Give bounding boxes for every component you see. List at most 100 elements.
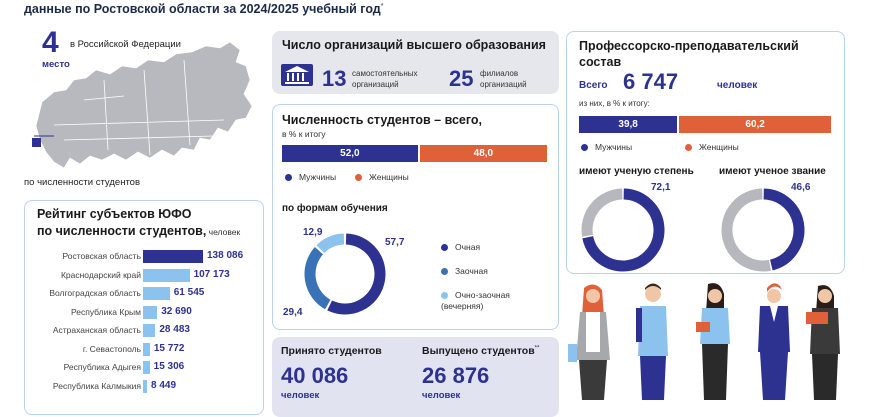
page-title: данные по Ростовской области за 2024/202… [24,2,384,16]
staff-panel: Профессорско-преподавательский состав Вс… [566,31,845,274]
staff-total-label: Всего [579,80,608,91]
rating-bar [143,324,156,337]
rating-bar [143,361,150,374]
student-figure-4-icon [758,283,790,400]
rating-bar [143,342,150,356]
degree-rest-slice [581,188,623,237]
rating-panel: Рейтинг субъектов ЮФО по численности сту… [24,200,264,415]
rating-region-label: Республика Крым [70,306,141,317]
rating-value: 138 086 [207,250,244,261]
rating-row: г. Севастополь 15 772 [25,342,265,358]
rating-value: 107 173 [193,268,230,280]
rating-value: 61 545 [173,287,205,298]
rating-bar [143,268,190,282]
rating-value: 15 306 [153,361,185,372]
forms-slice-1 [304,246,331,310]
students-legend-men: Мужчины [285,172,336,182]
rating-value: 15 772 [153,342,185,354]
academic-rank-rest-slice [721,188,771,272]
degree-title: имеют ученую степень [579,166,694,177]
rating-title-line1: Рейтинг субъектов ЮФО [37,207,192,221]
staff-legend-women: Женщины [685,142,739,152]
student-figure-5-icon [806,285,840,400]
students-group-illustration [568,283,840,400]
degree-value-slice [582,188,665,272]
admitted-value: 40 086 [281,363,349,388]
rank-caption: по численности студентов [24,177,141,188]
independent-label: самостоятельных организаций [352,69,418,89]
admitted-label: Принято студентов [281,345,382,357]
rating-chart: Ростовская область 138 086 Краснодарский к… [25,249,265,409]
degree-value-label: 72,1 [651,182,671,193]
rating-region-label: Краснодарский край [60,269,141,280]
staff-gender-bar: 39,8 60,2 [579,116,831,133]
graduated-unit: человек [422,390,461,401]
staff-gender-segment-0: 39,8 [579,116,678,133]
russia-map-icon [32,41,253,169]
rank-label-place: место [42,59,70,70]
branches-count: 25 [449,66,474,91]
forms-slice-2 [316,233,345,254]
rating-region-label: Астраханская область [52,325,141,335]
rating-region-label: Республика Адыгея [63,362,141,372]
staff-sub-label: из них, в % к итогу: [579,99,650,108]
rating-title-line2: по численности студентов, человек [37,224,241,238]
forms-label-evening: 12,9 [303,227,323,238]
organizations-panel: Число организаций высшего образования 13… [272,31,559,94]
students-gender-segment-1: 48,0 [419,145,547,162]
forms-legend-full-time: Очная [441,242,480,252]
forms-label-extramural: 29,4 [283,307,303,318]
staff-legend-men: Мужчины [581,142,632,152]
branches-label: филиалов организаций [480,69,527,89]
organizations-title: Число организаций высшего образования [282,38,546,52]
student-figure-1-icon [568,284,610,400]
rating-value: 32 690 [161,305,192,317]
graduated-label: Выпущено студентов** [422,345,540,357]
academic-rank-value-slice [763,188,805,271]
student-figure-2-icon [636,283,668,400]
staff-total-value: 6 747 [623,69,679,94]
academic-rank-value-label: 46,6 [791,182,811,193]
staff-gender-segment-1: 60,2 [679,116,831,133]
staff-title: Профессорско-преподавательский состав [579,39,799,69]
degree-donut-chart: 72,1 [581,182,671,272]
rating-bar [143,305,158,319]
academic-rank-donut-chart: 46,6 [721,182,811,272]
students-panel: Численность студентов – всего, в % к ито… [272,104,559,330]
rating-region-label: Волгоградская область [49,288,141,298]
forms-legend-extramural: Заочная [441,266,488,276]
forms-legend-evening: Очно-заочная (вечерняя) [441,290,510,311]
rating-bar [143,379,147,393]
rating-region-label: Республика Калмыкия [52,380,141,391]
rating-row: Республика Адыгея 15 306 [25,360,265,376]
forms-donut-chart: 57,7 29,4 12,9 [283,227,405,318]
students-gender-bar: 52,0 48,0 [282,145,547,162]
forms-title: по формам обучения [282,203,388,214]
rating-region-label: Ростовская область [62,251,141,261]
admitted-unit: человек [281,390,320,401]
flow-panel: Принято студентов 40 086 человек Выпущен… [272,337,559,417]
rating-region-label: г. Севастополь [82,343,141,354]
rank-label-top: в Российской Федерации [70,39,181,50]
forms-label-full-time: 57,7 [385,237,405,248]
rating-bar [143,287,170,300]
student-figure-3-icon [696,283,730,400]
students-legend-women: Женщины [355,172,409,182]
academic-rank-title: имеют ученое звание [719,166,826,177]
rating-value: 28 483 [159,324,190,335]
rank-number: 4 [42,26,59,59]
rating-row: Краснодарский край 107 173 [25,268,265,284]
independent-count: 13 [322,66,347,91]
rating-row: Республика Калмыкия 8 449 [25,379,265,395]
rating-value: 8 449 [151,379,177,391]
rating-row: Ростовская область 138 086 [25,249,265,265]
staff-total-unit: человек [717,80,758,91]
students-gender-segment-0: 52,0 [282,145,418,162]
rating-row: Астраханская область 28 483 [25,323,265,339]
rating-row: Республика Крым 32 690 [25,305,265,321]
forms-slice-0 [327,233,386,315]
students-subtitle: в % к итогу [282,129,326,139]
rating-row: Волгоградская область 61 545 [25,286,265,302]
graduated-value: 26 876 [422,363,490,388]
students-title: Численность студентов – всего, [282,113,483,127]
